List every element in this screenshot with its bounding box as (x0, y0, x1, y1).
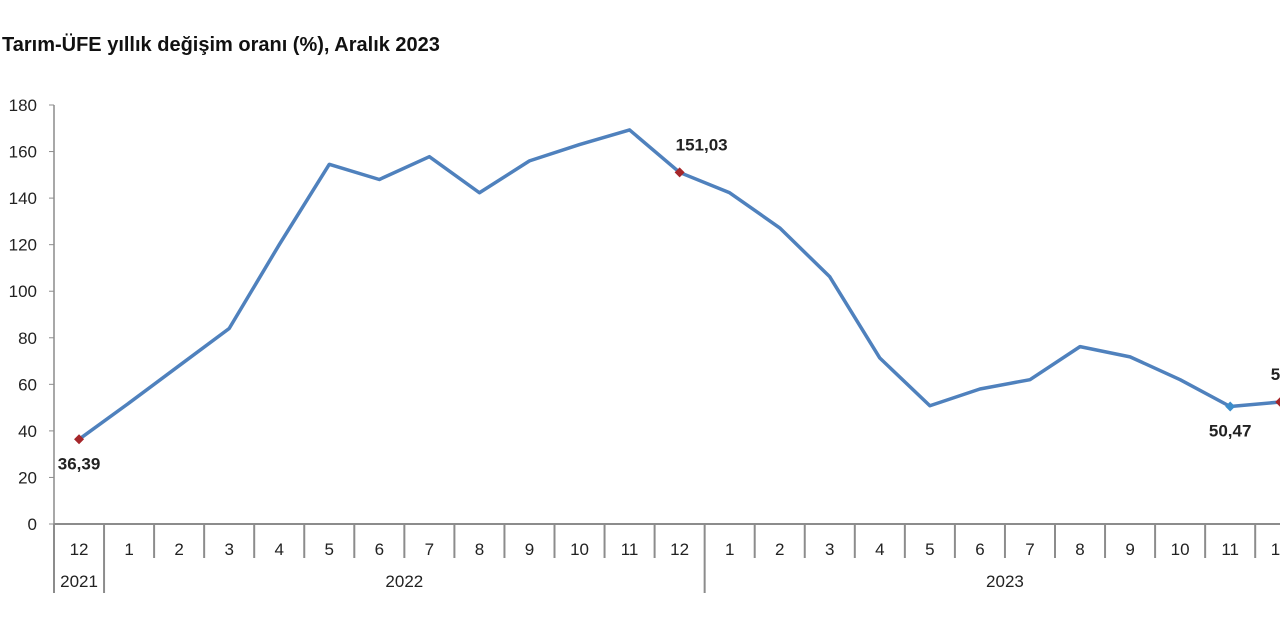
data-marker (1275, 397, 1280, 407)
y-tick-label: 60 (18, 375, 37, 394)
x-tick-label: 6 (375, 540, 384, 559)
x-tick-label: 3 (825, 540, 834, 559)
x-tick-label: 2 (174, 540, 183, 559)
data-marker (74, 434, 85, 445)
data-label: 36,39 (58, 454, 101, 473)
x-tick-label: 10 (570, 540, 589, 559)
x-tick-label: 7 (1025, 540, 1034, 559)
x-tick-label: 7 (425, 540, 434, 559)
chart-title: Tarım-ÜFE yıllık değişim oranı (%), Aral… (2, 34, 440, 56)
x-tick-label: 8 (1075, 540, 1084, 559)
y-tick-label: 160 (9, 143, 37, 162)
x-tick-label: 10 (1171, 540, 1190, 559)
year-label: 2022 (385, 572, 423, 591)
x-tick-label: 12 (1271, 540, 1280, 559)
x-tick-label: 11 (621, 540, 639, 559)
x-tick-label: 5 (325, 540, 334, 559)
x-tick-label: 12 (70, 540, 89, 559)
y-tick-label: 180 (9, 96, 37, 115)
x-tick-label: 11 (1221, 540, 1239, 559)
data-label: 50,47 (1209, 422, 1252, 441)
y-tick-label: 140 (9, 189, 37, 208)
x-tick-label: 9 (1125, 540, 1134, 559)
x-tick-label: 4 (274, 540, 283, 559)
year-label: 2023 (986, 572, 1024, 591)
x-tick-label: 9 (525, 540, 534, 559)
year-label: 2021 (60, 572, 98, 591)
y-tick-label: 120 (9, 236, 37, 255)
data-label: 151,03 (676, 135, 728, 154)
x-tick-label: 1 (725, 540, 734, 559)
x-tick-label: 6 (975, 540, 984, 559)
x-tick-label: 4 (875, 540, 884, 559)
y-tick-label: 100 (9, 282, 37, 301)
x-tick-label: 5 (925, 540, 934, 559)
y-tick-label: 40 (18, 422, 37, 441)
x-tick-label: 12 (670, 540, 689, 559)
data-marker (674, 167, 685, 178)
y-tick-label: 20 (18, 468, 37, 487)
x-tick-label: 3 (224, 540, 233, 559)
data-label: 52 (1271, 365, 1280, 384)
x-tick-label: 2 (775, 540, 784, 559)
data-marker (1225, 401, 1236, 412)
x-tick-label: 1 (124, 540, 133, 559)
y-tick-label: 0 (28, 515, 37, 534)
x-tick-label: 8 (475, 540, 484, 559)
y-tick-label: 80 (18, 329, 37, 348)
